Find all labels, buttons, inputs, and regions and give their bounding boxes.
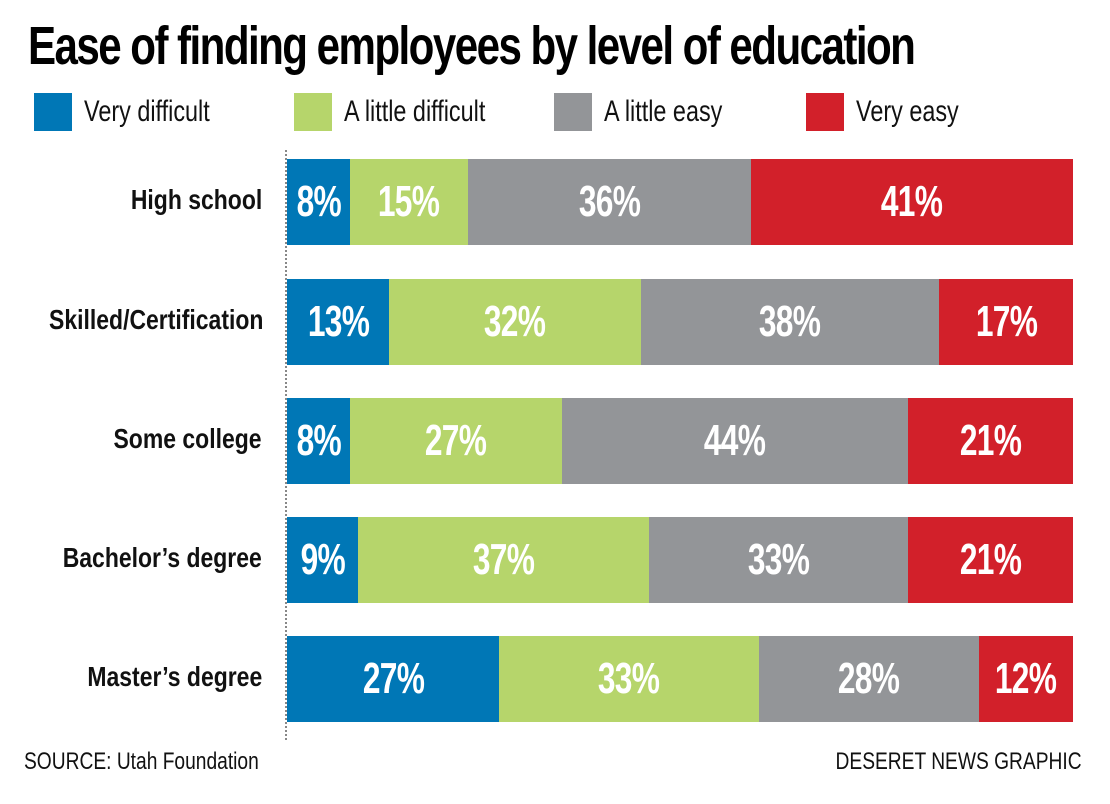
stacked-bar: 27% 33% 28% 12% xyxy=(287,636,1073,722)
segment-value-label: 27% xyxy=(425,416,487,465)
segment-value-label: 12% xyxy=(995,654,1057,703)
legend-item-very-easy: Very easy xyxy=(806,93,988,131)
row-label-text: Master’s degree xyxy=(87,661,262,692)
baseline-axis xyxy=(285,150,287,740)
bar-segment: 9% xyxy=(287,517,358,603)
row-label-text: Skilled/Certification xyxy=(49,304,264,335)
stacked-bar: 8% 15% 36% 41% xyxy=(287,159,1073,245)
legend-item-very-difficult: Very difficult xyxy=(34,93,245,131)
bar-segment: 33% xyxy=(648,517,908,603)
legend-swatch-a-little-easy xyxy=(554,93,592,131)
chart-title: Ease of finding employees by level of ed… xyxy=(28,16,916,76)
legend-swatch-very-difficult xyxy=(34,93,72,131)
bar-segment: 12% xyxy=(978,636,1073,722)
segment-value-label: 33% xyxy=(747,535,810,584)
bar-segment: 32% xyxy=(389,279,641,365)
segment-value-label: 38% xyxy=(759,297,821,346)
legend: Very difficult A little difficult A litt… xyxy=(34,93,1094,131)
legend-swatch-very-easy xyxy=(806,93,844,131)
bar-segment: 21% xyxy=(907,398,1073,484)
legend-label: A little difficult xyxy=(344,95,486,128)
stacked-bar: 13% 32% 38% 17% xyxy=(287,279,1073,365)
segment-value-label: 27% xyxy=(362,654,424,703)
legend-label: Very easy xyxy=(856,95,959,128)
bar-segment: 27% xyxy=(287,636,500,722)
bar-segment: 17% xyxy=(939,279,1073,365)
legend-item-a-little-easy: A little easy xyxy=(554,93,756,131)
bar-segment: 33% xyxy=(499,636,759,722)
segment-value-label: 44% xyxy=(704,416,766,465)
bar-segment: 27% xyxy=(349,398,563,484)
segment-value-label: 8% xyxy=(296,177,341,226)
row-label: Bachelor’s degree xyxy=(2,542,262,574)
row-label: Some college xyxy=(2,423,262,455)
bar-segment: 13% xyxy=(287,279,390,365)
stacked-bar: 9% 37% 33% 21% xyxy=(287,517,1073,603)
bar-segment: 28% xyxy=(758,636,979,722)
row-label-text: High school xyxy=(130,184,262,215)
row-label: Skilled/Certification xyxy=(2,304,264,336)
legend-item-a-little-difficult: A little difficult xyxy=(294,93,525,131)
bar-segment: 41% xyxy=(750,159,1073,245)
bar-segment: 38% xyxy=(640,279,940,365)
segment-value-label: 17% xyxy=(975,297,1038,346)
bar-segment: 36% xyxy=(467,159,751,245)
segment-value-label: 37% xyxy=(472,535,535,584)
legend-label: A little easy xyxy=(604,95,723,128)
row-label: Master’s degree xyxy=(2,661,262,693)
segment-value-label: 9% xyxy=(300,535,345,584)
segment-value-label: 32% xyxy=(484,297,546,346)
source-note: SOURCE: Utah Foundation xyxy=(24,748,259,775)
bar-segment: 21% xyxy=(907,517,1073,603)
legend-label: Very difficult xyxy=(84,95,210,128)
bar-segment: 8% xyxy=(287,398,350,484)
row-label-text: Bachelor’s degree xyxy=(62,542,262,573)
segment-value-label: 13% xyxy=(307,297,369,346)
row-label-text: Some college xyxy=(113,423,262,454)
bar-segment: 15% xyxy=(349,159,468,245)
segment-value-label: 21% xyxy=(959,535,1022,584)
segment-value-label: 15% xyxy=(378,177,440,226)
legend-swatch-a-little-difficult xyxy=(294,93,332,131)
stacked-bar: 8% 27% 44% 21% xyxy=(287,398,1073,484)
segment-value-label: 21% xyxy=(959,416,1022,465)
bar-segment: 8% xyxy=(287,159,350,245)
bar-segment: 44% xyxy=(562,398,908,484)
credit-note: DESERET NEWS GRAPHIC xyxy=(835,748,1082,775)
row-label: High school xyxy=(2,184,262,216)
segment-value-label: 36% xyxy=(578,177,641,226)
segment-value-label: 41% xyxy=(881,177,943,226)
segment-value-label: 33% xyxy=(598,654,660,703)
bar-segment: 37% xyxy=(357,517,649,603)
segment-value-label: 28% xyxy=(838,654,900,703)
segment-value-label: 8% xyxy=(296,416,341,465)
